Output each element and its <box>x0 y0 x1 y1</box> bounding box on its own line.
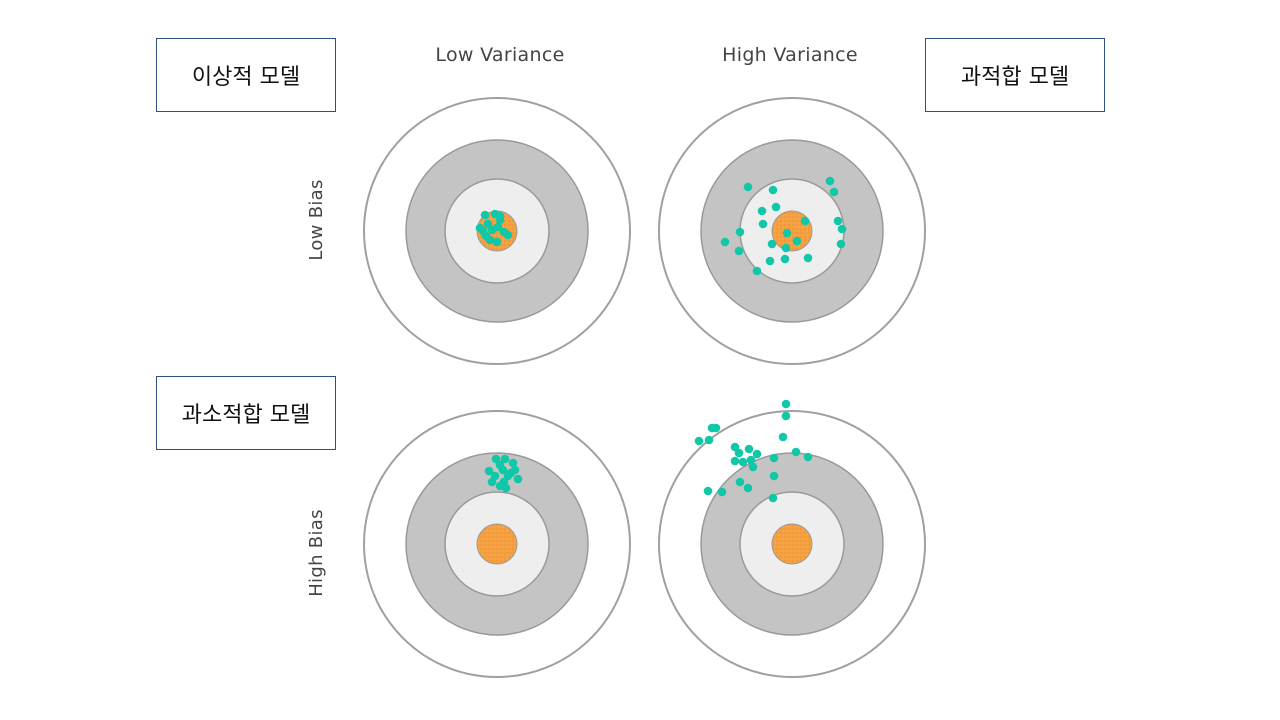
shot-dot <box>781 243 791 253</box>
shot-dot <box>768 493 778 503</box>
shot-dot <box>800 216 810 226</box>
shot-dot <box>746 455 756 465</box>
underfit-model-box: 과소적합 모델 <box>156 376 336 450</box>
shot-dot <box>743 483 753 493</box>
shot-dot <box>495 211 505 221</box>
shot-dot <box>704 435 714 445</box>
shot-dot <box>480 210 490 220</box>
shot-dot <box>767 239 777 249</box>
ideal-model-box: 이상적 모델 <box>156 38 336 112</box>
shot-dot <box>498 465 508 475</box>
shot-dot <box>771 202 781 212</box>
shot-dot <box>780 254 790 264</box>
shot-dot <box>485 235 495 245</box>
shot-dot <box>836 239 846 249</box>
underfit-model-label: 과소적합 모델 <box>181 403 311 428</box>
shot-dot <box>703 486 713 496</box>
shot-dot <box>792 236 802 246</box>
shot-dot <box>769 471 779 481</box>
shot-dot <box>752 449 762 459</box>
shot-dot <box>501 483 511 493</box>
shot-dot <box>829 187 839 197</box>
shot-dot <box>769 453 779 463</box>
shot-dot <box>500 454 510 464</box>
shot-dot <box>735 477 745 487</box>
shot-dot <box>711 423 721 433</box>
shot-dot <box>506 468 516 478</box>
shot-dot <box>782 228 792 238</box>
shot-dot <box>503 230 513 240</box>
target-low-bias-high-variance <box>658 97 926 365</box>
shot-dot <box>730 456 740 466</box>
overfit-model-box: 과적합 모델 <box>925 38 1105 112</box>
shot-dot <box>717 487 727 497</box>
shot-dot <box>487 477 497 487</box>
shot-dot <box>738 457 748 467</box>
shot-dot <box>781 399 791 409</box>
overfit-model-label: 과적합 모델 <box>960 65 1070 90</box>
bullseye <box>476 523 518 565</box>
shot-dot <box>513 474 523 484</box>
shot-dot <box>734 246 744 256</box>
shot-dot <box>781 411 791 421</box>
shot-dot <box>720 237 730 247</box>
column-label-low-variance: Low Variance <box>435 44 565 66</box>
shot-dot <box>694 436 704 446</box>
shot-dot <box>735 227 745 237</box>
shot-dot <box>803 253 813 263</box>
shot-dot <box>493 222 503 232</box>
shot-dot <box>833 216 843 226</box>
shot-dot <box>743 182 753 192</box>
shot-dot <box>748 462 758 472</box>
bullseye <box>771 523 813 565</box>
shot-dot <box>758 219 768 229</box>
shot-dot <box>757 206 767 216</box>
shot-dot <box>778 432 788 442</box>
shot-dot <box>791 447 801 457</box>
target-high-bias-high-variance <box>658 399 926 678</box>
target-high-bias-low-variance <box>363 410 631 678</box>
shot-dot <box>508 458 518 468</box>
shot-dot <box>825 176 835 186</box>
target-low-bias-low-variance <box>363 97 631 365</box>
shot-dot <box>744 444 754 454</box>
shot-dot <box>837 224 847 234</box>
column-label-high-variance: High Variance <box>722 44 858 66</box>
shot-dot <box>803 452 813 462</box>
shot-dot <box>768 185 778 195</box>
shot-dot <box>492 237 502 247</box>
shot-dot <box>734 448 744 458</box>
shot-dot <box>478 226 488 236</box>
shot-dot <box>484 466 494 476</box>
shot-dot <box>765 256 775 266</box>
shot-dot <box>752 266 762 276</box>
ideal-model-label: 이상적 모델 <box>191 65 301 90</box>
